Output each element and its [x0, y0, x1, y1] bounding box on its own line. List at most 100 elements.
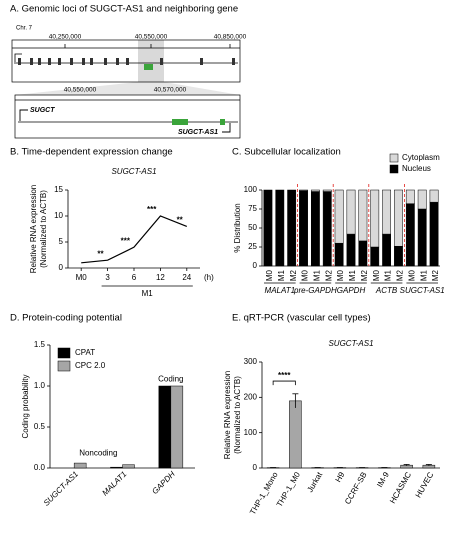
tss-arrow — [14, 53, 22, 62]
bar-segment — [310, 189, 320, 192]
x-tick-label: M2 — [324, 269, 333, 281]
x-tick-label: 24 — [182, 273, 191, 282]
legend-swatch — [389, 153, 399, 163]
legend-swatch — [57, 347, 71, 359]
y-tick-label: 0 — [59, 263, 64, 272]
x-tick-label: M2 — [360, 269, 369, 281]
gene-label: SUGCT — [30, 107, 55, 114]
x-tick-label: THP-1_Mono — [248, 470, 280, 516]
bar-segment — [405, 203, 415, 267]
x-tick-label: M2 — [289, 269, 298, 281]
y-tick-label: 0 — [253, 261, 258, 270]
coord-label: 40,550,000 — [64, 87, 97, 94]
zoom-connector — [15, 82, 240, 95]
bar-segment — [346, 233, 356, 267]
bar-segment — [394, 189, 403, 247]
significance: **** — [278, 371, 291, 380]
y-tick-label: 1.5 — [34, 340, 46, 349]
x-tick-label: 6 — [132, 273, 137, 282]
x-tick-label: HUVEC — [414, 470, 436, 499]
bar-segment — [322, 191, 332, 267]
tss-arrow — [19, 109, 28, 121]
group-label: GAPDH — [337, 286, 366, 295]
significance-bracket — [272, 380, 296, 386]
y-tick-label: 300 — [244, 357, 258, 366]
x-group-label: M1 — [142, 289, 154, 298]
annotation: Noncoding — [79, 448, 117, 457]
panel-title: A. Genomic loci of SUGCT-AS1 and neighbo… — [10, 4, 238, 15]
y-tick-label: 1.0 — [34, 381, 46, 390]
x-tick-label: M2 — [396, 269, 405, 281]
x-tick-label: M0 — [265, 269, 274, 281]
x-tick-label: GAPDH — [150, 469, 177, 496]
bar-segment — [429, 189, 439, 203]
x-unit: (h) — [204, 273, 214, 282]
bar — [110, 466, 123, 469]
group-label: SUGCT-AS1 — [400, 286, 445, 295]
group-label: pre-GAPDH — [293, 286, 337, 295]
bar-segment — [394, 245, 403, 267]
track-box — [11, 39, 241, 83]
coord-label: 40,850,000 — [214, 34, 247, 41]
x-tick-label: HCASMC — [388, 470, 413, 505]
lncrna-exon — [144, 64, 153, 70]
bar-segment — [322, 189, 332, 192]
bar-segment — [334, 189, 344, 244]
legend-label: Cytoplasm — [402, 153, 440, 162]
y-tick-label: 15 — [54, 185, 63, 194]
bar-segment — [358, 189, 368, 242]
x-tick-label: M0 — [372, 269, 381, 281]
chromosome-label: Chr. 7 — [16, 26, 33, 32]
bar-segment — [275, 189, 285, 267]
x-tick-label: 3 — [105, 273, 110, 282]
x-tick-label: M0 — [301, 269, 310, 281]
panel-title: D. Protein-coding potential — [10, 313, 122, 324]
bar-segment — [358, 240, 368, 267]
bar-segment — [346, 189, 356, 235]
annotation: Coding — [158, 375, 183, 384]
coord-label: 40,250,000 — [49, 34, 82, 41]
line — [81, 215, 188, 264]
significance: ** — [177, 216, 184, 225]
legend-label: CPC 2.0 — [75, 361, 106, 370]
y-tick-label: 100 — [244, 185, 258, 194]
bar-segment — [263, 189, 273, 267]
x-tick-label: M1 — [419, 269, 428, 281]
legend-swatch — [57, 360, 71, 372]
y-axis-label: (Normalized to ACTB) — [39, 190, 48, 268]
x-tick-label: MALAT1 — [100, 470, 128, 498]
legend-label: CPAT — [75, 348, 95, 357]
significance: ** — [97, 249, 104, 258]
legend-swatch — [389, 164, 399, 174]
x-tick-label: SUGCT-AS1 — [42, 470, 80, 508]
coord-label: 40,550,000 — [135, 34, 168, 41]
x-tick-label: M2 — [431, 269, 440, 281]
bar-segment — [299, 190, 308, 267]
bar-segment — [417, 189, 427, 210]
y-tick-label: 100 — [244, 428, 258, 437]
panel-title: B. Time-dependent expression change — [10, 147, 173, 158]
tss-arrow — [222, 123, 231, 133]
bar-segment — [299, 189, 308, 192]
x-tick-label: M0 — [407, 269, 416, 281]
y-axis-label: (Normalized to ACTB) — [233, 376, 242, 454]
bar-segment — [417, 208, 427, 267]
legend-label: Nucleus — [402, 164, 431, 173]
zoom-box — [14, 94, 241, 139]
y-tick-label: 10 — [54, 211, 63, 220]
y-tick-label: 0.0 — [34, 463, 46, 472]
bar — [289, 400, 302, 469]
group-label: ACTB — [375, 286, 398, 295]
bar-segment — [429, 201, 439, 267]
y-tick-label: 50 — [248, 223, 257, 232]
lncrna-exon — [220, 119, 225, 125]
y-tick-label: 200 — [244, 392, 258, 401]
gene-exons — [18, 58, 235, 65]
group-label: MALAT1 — [265, 286, 296, 295]
x-tick-label: M1 — [348, 269, 357, 281]
chart-title: SUGCT-AS1 — [111, 167, 156, 176]
bar-segment — [382, 189, 392, 235]
y-tick-label: 5 — [59, 237, 64, 246]
x-tick-label: M1 — [277, 269, 286, 281]
